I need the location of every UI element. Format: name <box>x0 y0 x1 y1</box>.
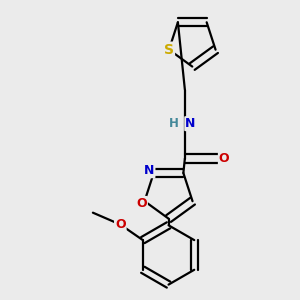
Text: O: O <box>136 197 147 210</box>
Text: N: N <box>185 117 196 130</box>
Text: N: N <box>144 164 154 177</box>
Text: O: O <box>115 218 126 231</box>
Text: O: O <box>219 152 230 165</box>
Text: S: S <box>164 43 174 57</box>
Text: H: H <box>169 117 179 130</box>
